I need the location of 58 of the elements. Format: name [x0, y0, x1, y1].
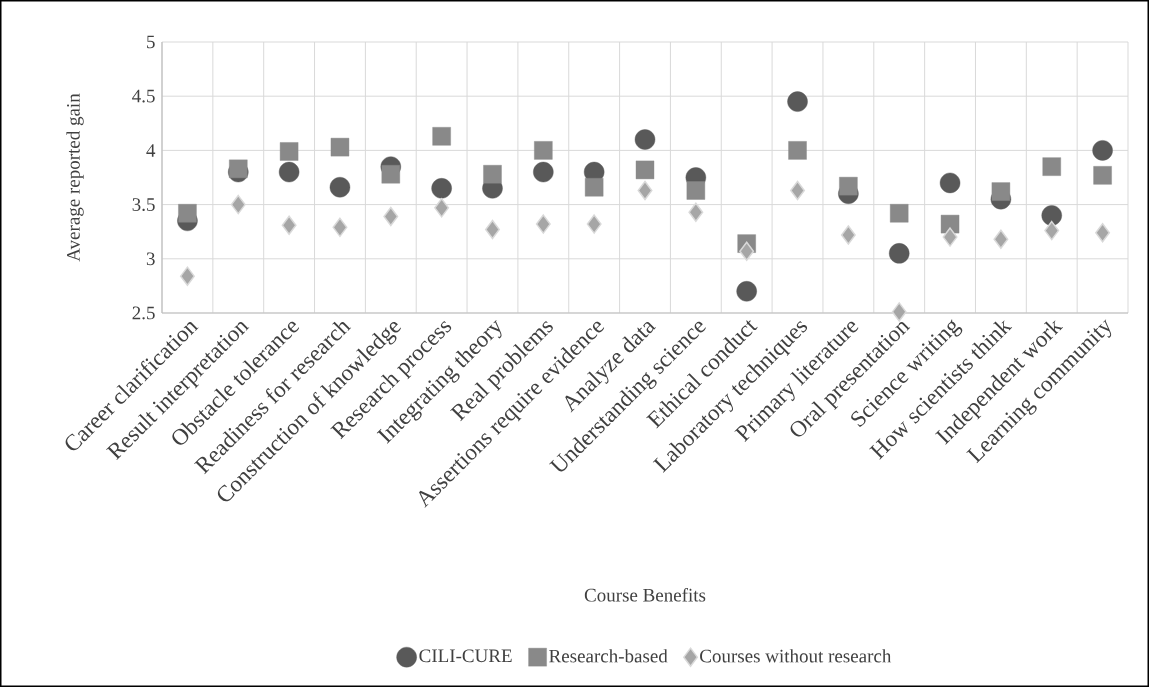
point: [942, 227, 958, 247]
point: [434, 198, 450, 218]
point: [993, 229, 1009, 250]
y-tick-label: 4: [146, 144, 156, 157]
point: [839, 176, 858, 196]
point: [179, 266, 195, 286]
point: [736, 281, 757, 302]
y-tick-label: 3.5: [132, 198, 155, 212]
point: [584, 178, 604, 197]
y-tick-label: 5: [147, 35, 155, 49]
point: [534, 141, 553, 160]
point: [381, 165, 400, 184]
legend-label: CILI-CURE: [419, 649, 512, 663]
point: [383, 206, 399, 227]
point: [178, 204, 197, 223]
point: [788, 141, 807, 160]
point: [787, 91, 808, 112]
point: [484, 219, 500, 240]
point: [940, 214, 960, 234]
point: [329, 177, 351, 198]
legend-label: Research-based: [549, 649, 668, 663]
y-tick-label: 2.5: [132, 306, 155, 320]
point: [1044, 220, 1060, 241]
point: [635, 160, 655, 180]
y-tick-label: 4.5: [132, 89, 155, 103]
point: [1095, 223, 1111, 243]
point: [278, 161, 300, 183]
point: [739, 241, 755, 261]
point: [431, 178, 452, 199]
y-axis-title: Average reported gain: [66, 93, 84, 262]
point: [939, 172, 961, 194]
point: [279, 142, 299, 161]
point: [688, 202, 704, 222]
point: [634, 129, 656, 150]
point: [1042, 157, 1061, 176]
point: [586, 214, 602, 234]
y-tick-label: 3: [146, 252, 155, 266]
point: [637, 180, 653, 201]
legend-label: Courses without research: [700, 649, 892, 663]
point: [535, 214, 551, 234]
point: [1093, 166, 1112, 185]
x-axis-title: Course Benefits: [584, 588, 706, 602]
point: [230, 194, 246, 215]
point: [332, 217, 348, 238]
point: [890, 204, 909, 223]
point: [432, 127, 451, 146]
point: [1041, 205, 1062, 226]
point: [991, 182, 1011, 201]
point: [483, 165, 502, 184]
point: [840, 225, 856, 245]
point: [533, 161, 554, 183]
point: [790, 180, 806, 201]
point: [281, 215, 297, 235]
point: [891, 302, 907, 322]
point: [330, 137, 350, 157]
point: [889, 243, 910, 264]
point: [1092, 140, 1113, 161]
point: [686, 181, 706, 200]
